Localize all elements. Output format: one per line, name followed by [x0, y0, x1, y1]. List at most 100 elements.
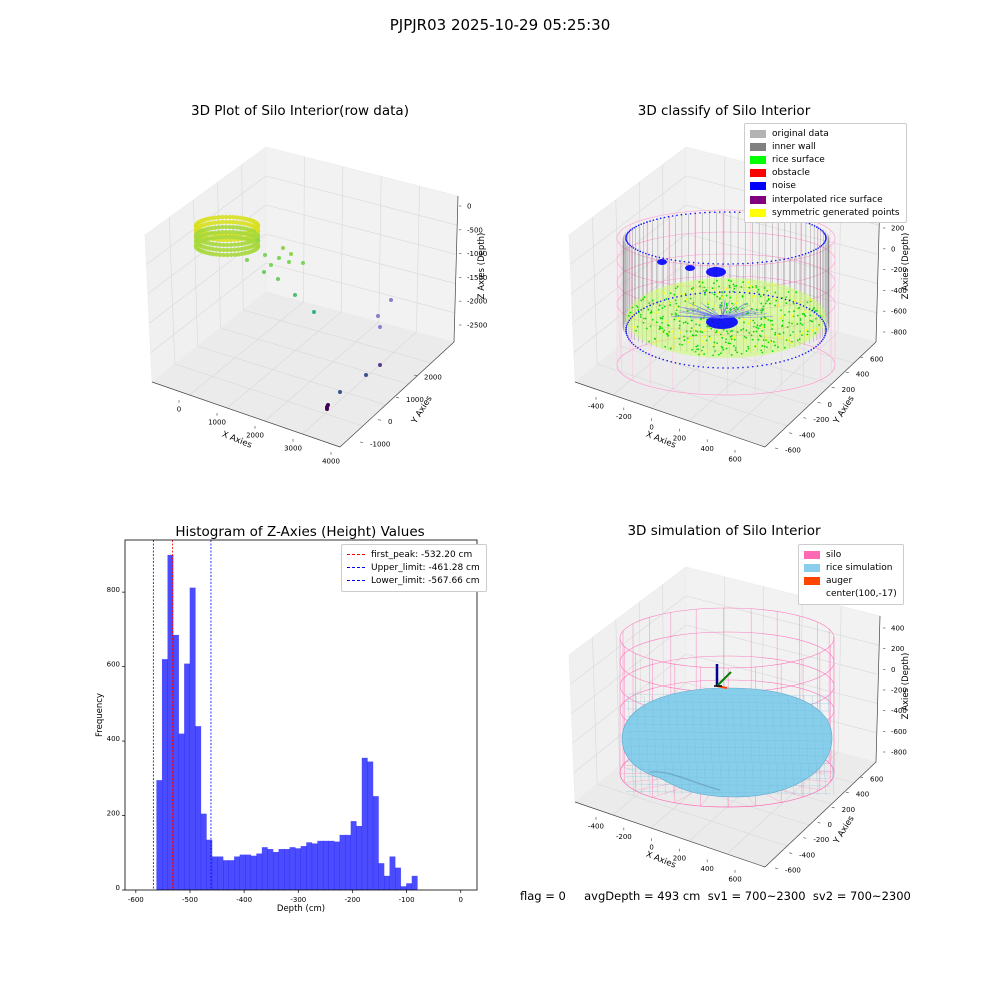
noise-point — [794, 356, 797, 359]
rice-mesh-line — [811, 695, 819, 796]
noise-point — [822, 243, 824, 246]
legend-swatch — [804, 576, 820, 585]
surface-point — [655, 311, 658, 314]
noise-point — [625, 234, 628, 236]
histogram-bar — [334, 841, 340, 890]
surface-point — [733, 338, 736, 341]
noise-point — [713, 291, 716, 294]
axis-line — [574, 801, 766, 868]
surface-point — [752, 286, 755, 289]
histogram-ylabel: Frequency — [95, 693, 105, 737]
surface-point — [752, 325, 755, 328]
histogram-ticks: -600 -500 -400 -300 -200 -100 0 0 200 400 600 800 — [107, 586, 463, 904]
surface-point — [729, 296, 732, 299]
surface-point — [766, 289, 769, 292]
raw-point — [227, 224, 232, 230]
noise-point — [747, 366, 749, 368]
surface-point — [682, 321, 685, 324]
rice-mesh-line — [643, 695, 651, 796]
surface-point — [683, 339, 686, 342]
noise-point — [801, 253, 804, 256]
surface-point — [684, 321, 687, 323]
surface-point — [692, 327, 695, 330]
surface-point — [777, 303, 780, 306]
raw-point — [301, 261, 305, 265]
grid-line — [303, 156, 305, 303]
histogram-bar — [173, 634, 179, 890]
surface-point — [716, 295, 719, 298]
cls-y-tick — [859, 356, 864, 358]
noise-point — [694, 293, 697, 295]
noise-point — [815, 313, 818, 315]
rice-mesh-line — [675, 695, 683, 796]
rice-mesh-line — [625, 693, 831, 697]
noise-point — [807, 251, 810, 254]
surface-point — [694, 350, 697, 353]
raw-point — [338, 390, 342, 394]
surface-point — [732, 283, 735, 286]
grid-line — [726, 751, 839, 855]
noise-point — [642, 350, 644, 352]
surface-point — [703, 293, 706, 296]
noise-point — [761, 261, 764, 264]
raw-point — [236, 242, 241, 247]
surface-point — [627, 314, 630, 317]
surface-point — [731, 329, 734, 332]
surface-point — [736, 351, 739, 354]
surface-point — [679, 284, 681, 287]
raw-point — [212, 225, 218, 230]
surface-point — [705, 339, 708, 342]
surface-point — [717, 331, 720, 334]
surface-point — [699, 318, 702, 320]
noise-point — [762, 294, 765, 296]
noise-point — [820, 244, 823, 247]
surface-point — [735, 306, 738, 309]
noise-point — [626, 323, 629, 325]
surface-point — [663, 305, 666, 308]
histogram-bar — [322, 840, 329, 890]
surface-point — [658, 328, 661, 331]
noise-point — [727, 367, 729, 369]
noise-point — [794, 255, 797, 258]
noise-point — [654, 356, 657, 358]
grid-line — [685, 204, 879, 255]
noise-point — [652, 219, 655, 221]
grid-line — [571, 624, 687, 715]
histogram-bar — [378, 863, 385, 890]
surface-point — [696, 330, 699, 333]
noise-ray — [721, 312, 745, 319]
raw-point — [220, 229, 225, 235]
axis-line — [151, 381, 341, 448]
surface-point — [721, 336, 724, 339]
raw-point — [221, 247, 226, 253]
raw-point — [236, 252, 241, 257]
surface-point — [658, 304, 661, 307]
surface-point — [728, 286, 731, 289]
surface-point — [700, 349, 703, 352]
rice-mesh-line — [625, 738, 831, 742]
surface-point — [678, 324, 681, 327]
surface-point — [670, 347, 672, 350]
noise-point — [663, 216, 666, 219]
axis-line — [574, 381, 766, 448]
noise-ray — [721, 312, 755, 319]
surface-point — [714, 350, 716, 352]
histogram-bar — [367, 761, 374, 890]
surface-point — [644, 317, 647, 320]
histogram-bar — [395, 867, 401, 890]
surface-point — [732, 290, 735, 293]
noise-point — [798, 355, 800, 357]
raw-point — [238, 225, 243, 231]
raw-z-tick-label: -500 — [467, 226, 483, 234]
z-axis-label: Z Axies (Depth) — [477, 233, 487, 300]
rice-mesh-line — [779, 695, 787, 796]
noise-point — [791, 256, 793, 259]
noise-point — [627, 321, 629, 323]
grid-line — [685, 233, 878, 284]
surface-point — [815, 328, 818, 331]
surface-point — [767, 341, 770, 344]
histogram-legend: first_peak: -532.20 cm Upper_limit: -461.… — [341, 544, 487, 592]
sim-y-tick — [774, 867, 779, 869]
surface-point — [798, 338, 801, 341]
legend-swatch — [804, 590, 820, 598]
